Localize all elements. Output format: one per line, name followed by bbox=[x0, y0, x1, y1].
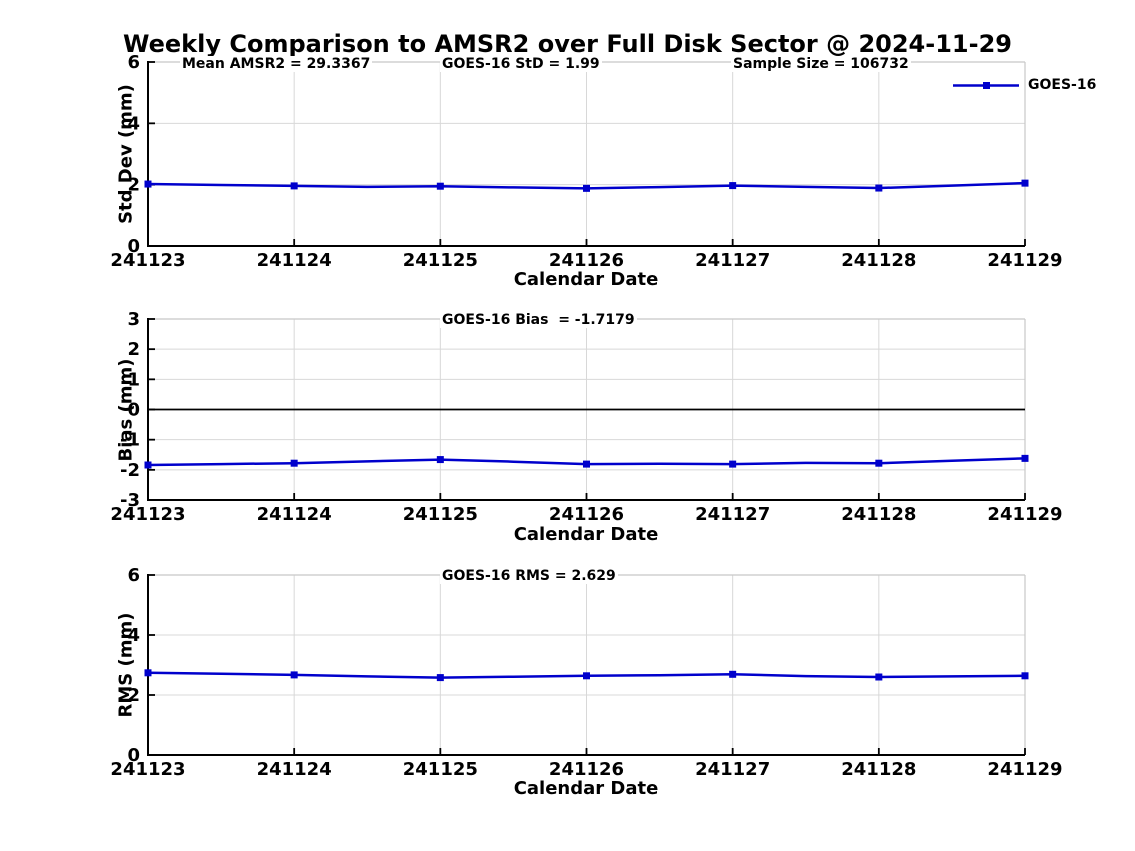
chart-title: Weekly Comparison to AMSR2 over Full Dis… bbox=[123, 30, 1012, 58]
series-marker-goes16 bbox=[583, 460, 590, 468]
series-marker-goes16 bbox=[583, 184, 590, 192]
annotation-sample-size: Sample Size = 106732 bbox=[731, 56, 911, 72]
series-marker-goes16 bbox=[729, 460, 737, 468]
y-tick-label: 0 bbox=[127, 745, 140, 766]
x-tick-label: 241123 bbox=[110, 759, 185, 780]
series-marker-goes16 bbox=[875, 459, 883, 467]
x-tick-label: 241127 bbox=[695, 250, 770, 271]
x-tick-label: 241126 bbox=[549, 250, 624, 271]
annotation-goes16-bias: GOES-16 Bias = -1.7179 bbox=[440, 312, 637, 328]
annotation-goes16-std: GOES-16 StD = 1.99 bbox=[440, 56, 602, 72]
x-tick-label: 241127 bbox=[695, 504, 770, 525]
y-tick-label: 4 bbox=[127, 113, 140, 134]
x-tick-label: 241125 bbox=[403, 250, 478, 271]
y-tick-label: -1 bbox=[120, 430, 140, 451]
series-marker-goes16 bbox=[144, 180, 152, 188]
series-marker-goes16 bbox=[290, 459, 298, 467]
y-tick-label: 2 bbox=[127, 175, 140, 196]
x-tick-label: 241128 bbox=[841, 759, 916, 780]
x-tick-label: 241126 bbox=[549, 759, 624, 780]
series-marker-goes16 bbox=[290, 182, 298, 190]
y-tick-label: 2 bbox=[127, 685, 140, 706]
y-axis-label-rms: RMS (mm) bbox=[115, 612, 137, 718]
x-tick-label: 241124 bbox=[257, 504, 332, 525]
x-tick-label: 241125 bbox=[403, 759, 478, 780]
x-tick-label: 241127 bbox=[695, 759, 770, 780]
y-tick-label: 6 bbox=[127, 52, 140, 73]
y-tick-label: 6 bbox=[127, 565, 140, 586]
series-marker-goes16 bbox=[1021, 179, 1029, 187]
series-marker-goes16 bbox=[436, 182, 444, 190]
y-tick-label: -2 bbox=[120, 460, 140, 481]
x-tick-label: 241128 bbox=[841, 250, 916, 271]
series-marker-goes16 bbox=[1021, 454, 1029, 462]
y-tick-label: 0 bbox=[127, 236, 140, 257]
series-marker-goes16 bbox=[436, 674, 444, 682]
x-axis-label-2: Calendar Date bbox=[513, 524, 659, 545]
x-tick-label: 241123 bbox=[110, 250, 185, 271]
legend-marker-sample bbox=[983, 82, 990, 89]
x-axis-label-1: Calendar Date bbox=[513, 269, 659, 290]
y-tick-label: -3 bbox=[120, 490, 140, 511]
x-tick-label: 241128 bbox=[841, 504, 916, 525]
series-marker-goes16 bbox=[875, 673, 883, 681]
series-marker-goes16 bbox=[1021, 672, 1029, 680]
x-tick-label: 241124 bbox=[257, 759, 332, 780]
annotation-goes16-rms: GOES-16 RMS = 2.629 bbox=[440, 568, 618, 584]
x-tick-label: 241129 bbox=[987, 504, 1062, 525]
series-marker-goes16 bbox=[875, 184, 883, 192]
y-axis-label-bias: Bias (mm) bbox=[115, 358, 137, 462]
series-marker-goes16 bbox=[729, 670, 737, 678]
y-tick-label: 2 bbox=[127, 339, 140, 360]
y-tick-label: 3 bbox=[127, 309, 140, 330]
series-marker-goes16 bbox=[436, 456, 444, 464]
x-tick-label: 241126 bbox=[549, 504, 624, 525]
x-tick-label: 241129 bbox=[987, 759, 1062, 780]
y-axis-label-stddev: Std Dev (mm) bbox=[115, 84, 137, 224]
annotation-mean-amsr2: Mean AMSR2 = 29.3367 bbox=[180, 56, 373, 72]
series-marker-goes16 bbox=[144, 669, 152, 677]
y-tick-label: 0 bbox=[127, 400, 140, 421]
x-tick-label: 241129 bbox=[987, 250, 1062, 271]
series-marker-goes16 bbox=[290, 671, 298, 679]
legend-label: GOES-16 bbox=[1028, 77, 1097, 93]
series-marker-goes16 bbox=[583, 672, 590, 680]
series-marker-goes16 bbox=[144, 461, 152, 469]
series-marker-goes16 bbox=[729, 182, 737, 190]
x-tick-label: 241123 bbox=[110, 504, 185, 525]
x-tick-label: 241125 bbox=[403, 504, 478, 525]
x-axis-label-3: Calendar Date bbox=[513, 778, 659, 799]
y-tick-label: 1 bbox=[127, 369, 140, 390]
y-tick-label: 4 bbox=[127, 625, 140, 646]
x-tick-label: 241124 bbox=[257, 250, 332, 271]
